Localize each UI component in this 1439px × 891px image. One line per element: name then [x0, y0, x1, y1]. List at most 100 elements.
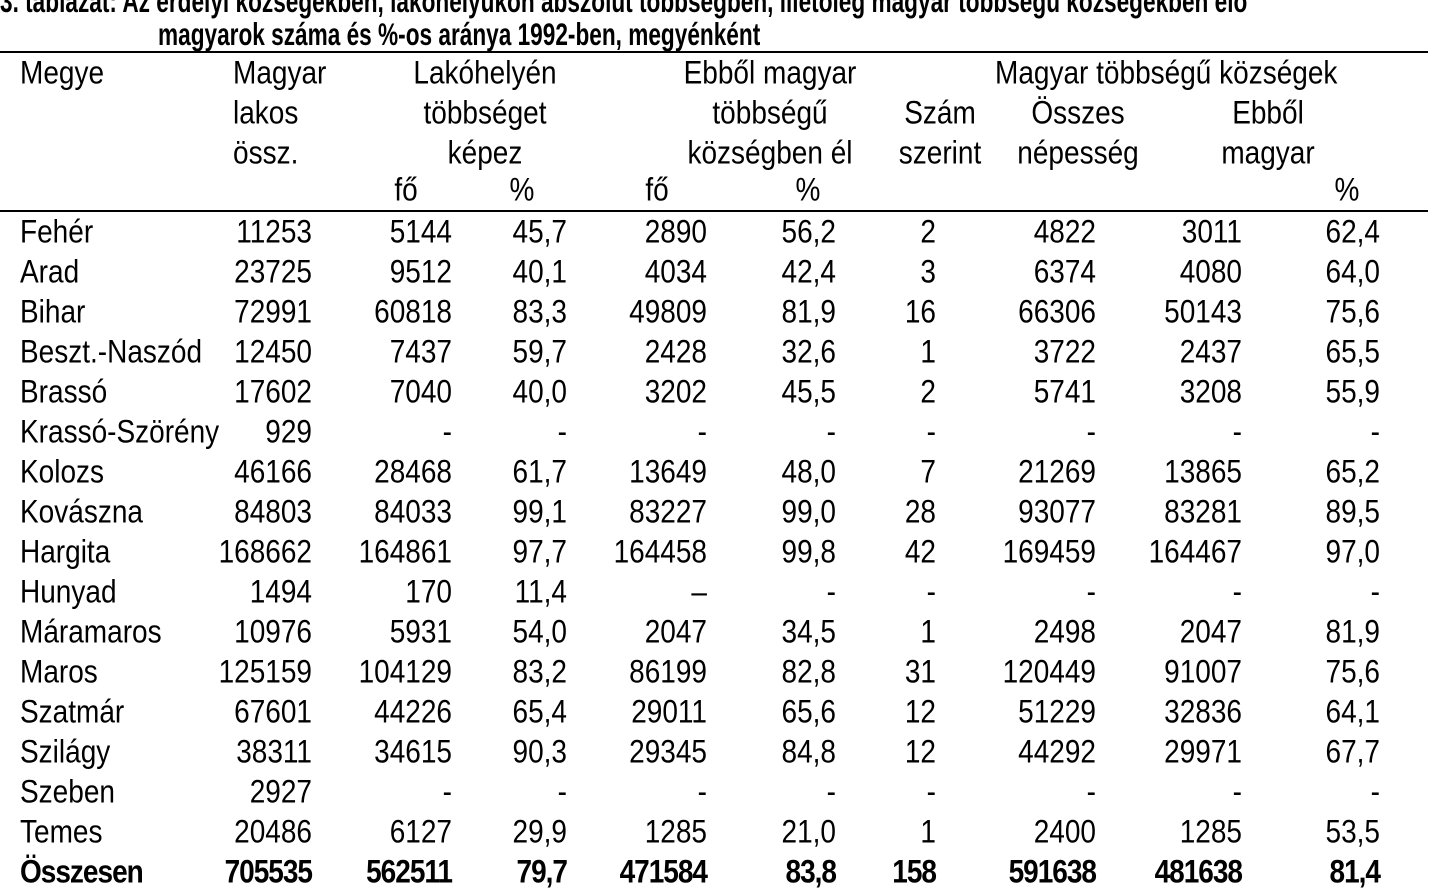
cell-value: 81,4 — [1329, 853, 1382, 890]
cell-value: 1494 — [249, 573, 312, 610]
table-title-line-1: 3. táblázat: Az erdélyi községekben, lak… — [0, 0, 1248, 20]
cell-value: 125159 — [218, 653, 312, 690]
header-ebbol-magyar-kozseg: Ebből — [1232, 94, 1304, 131]
county-name: Összesen — [20, 853, 144, 890]
county-name: Szilágy — [20, 733, 111, 770]
cell-value: 5741 — [1033, 373, 1096, 410]
cell-value: 7437 — [389, 333, 452, 370]
cell-value: - — [826, 413, 836, 450]
header-megye: Megye — [20, 54, 105, 91]
cell-value: 5931 — [389, 613, 452, 650]
cell-value: 1 — [920, 813, 936, 850]
cell-value: 929 — [265, 413, 312, 450]
cell-value: 16 — [904, 293, 936, 330]
cell-value: 72991 — [234, 293, 312, 330]
cell-value: 4822 — [1033, 213, 1096, 250]
cell-value: 44292 — [1018, 733, 1096, 770]
cell-value: 21269 — [1018, 453, 1096, 490]
cell-value: 3208 — [1179, 373, 1242, 410]
cell-value: - — [926, 773, 936, 810]
cell-value: 34,5 — [781, 613, 837, 650]
cell-value: 99,1 — [512, 493, 568, 530]
cell-value: 12 — [904, 693, 936, 730]
cell-value: - — [1370, 413, 1380, 450]
header-magyar-lakos: össz. — [233, 134, 299, 171]
county-name: Máramaros — [20, 613, 162, 650]
county-name: Szeben — [20, 773, 115, 810]
county-name: Temes — [20, 813, 103, 850]
cell-value: - — [697, 413, 707, 450]
cell-value: 562511 — [366, 853, 453, 890]
cell-value: 2927 — [249, 773, 312, 810]
cell-value: 1285 — [644, 813, 707, 850]
header-szam-szerint: Szám — [904, 94, 976, 131]
cell-value: 2428 — [644, 333, 707, 370]
cell-value: 66306 — [1018, 293, 1096, 330]
county-name: Maros — [20, 653, 98, 690]
top-rule — [0, 51, 1428, 53]
cell-value: 1285 — [1179, 813, 1242, 850]
cell-value: 83,8 — [785, 853, 838, 890]
cell-value: - — [1086, 413, 1096, 450]
cell-value: 99,8 — [781, 533, 837, 570]
cell-value: 17602 — [234, 373, 312, 410]
cell-value: 9512 — [389, 253, 452, 290]
cell-value: 49809 — [629, 293, 707, 330]
cell-value: 64,1 — [1325, 693, 1381, 730]
header-magyar-lakos: Magyar — [233, 54, 327, 91]
cell-value: 61,7 — [512, 453, 568, 490]
cell-value: 2 — [920, 213, 936, 250]
cell-value: 164467 — [1148, 533, 1242, 570]
cell-value: 89,5 — [1325, 493, 1381, 530]
cell-value: 62,4 — [1325, 213, 1381, 250]
cell-value: 93077 — [1018, 493, 1096, 530]
cell-value: 29971 — [1164, 733, 1242, 770]
cell-value: 59,7 — [512, 333, 568, 370]
header-pct: % — [795, 171, 821, 208]
cell-value: 90,3 — [512, 733, 568, 770]
cell-value: - — [442, 413, 452, 450]
cell-value: 13865 — [1164, 453, 1242, 490]
cell-value: 67,7 — [1325, 733, 1381, 770]
cell-value: 4080 — [1179, 253, 1242, 290]
cell-value: 42 — [904, 533, 936, 570]
cell-value: 591638 — [1008, 853, 1097, 890]
county-name: Fehér — [20, 213, 94, 250]
cell-value: 97,7 — [512, 533, 568, 570]
cell-value: 2 — [920, 373, 936, 410]
cell-value: 2890 — [644, 213, 707, 250]
cell-value: 51229 — [1018, 693, 1096, 730]
cell-value: 1 — [920, 613, 936, 650]
cell-value: 28 — [904, 493, 936, 530]
cell-value: - — [926, 413, 936, 450]
cell-value: - — [557, 773, 567, 810]
cell-value: - — [926, 573, 936, 610]
header-lakohelyen: többséget — [423, 94, 547, 131]
cell-value: – — [691, 573, 707, 610]
cell-value: 13649 — [629, 453, 707, 490]
cell-value: 471584 — [619, 853, 708, 890]
cell-value: 91007 — [1164, 653, 1242, 690]
cell-value: 705535 — [224, 853, 313, 890]
cell-value: 38311 — [236, 733, 312, 770]
cell-value: - — [1086, 773, 1096, 810]
cell-value: 7 — [920, 453, 936, 490]
cell-value: 12450 — [234, 333, 312, 370]
cell-value: 83,3 — [512, 293, 568, 330]
cell-value: 34615 — [374, 733, 452, 770]
cell-value: 64,0 — [1325, 253, 1381, 290]
cell-value: - — [1232, 773, 1242, 810]
cell-value: 45,5 — [781, 373, 837, 410]
cell-value: 7040 — [389, 373, 452, 410]
cell-value: 45,7 — [512, 213, 568, 250]
cell-value: 55,9 — [1325, 373, 1381, 410]
cell-value: 164458 — [613, 533, 707, 570]
cell-value: 3202 — [644, 373, 707, 410]
county-name: Bihar — [20, 293, 86, 330]
cell-value: 53,5 — [1325, 813, 1381, 850]
cell-value: 20486 — [234, 813, 312, 850]
cell-value: 23725 — [234, 253, 312, 290]
county-name: Hunyad — [20, 573, 117, 610]
cell-value: 5144 — [389, 213, 452, 250]
cell-value: 3011 — [1181, 213, 1242, 250]
